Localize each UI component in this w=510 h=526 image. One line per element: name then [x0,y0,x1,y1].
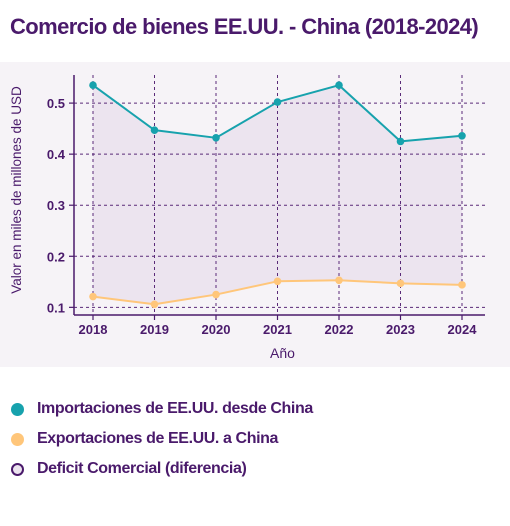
legend-label-deficit: Deficit Comercial (diferencia) [37,460,247,477]
y-tick-label: 0.2 [47,249,65,264]
x-axis-label: Año [270,345,295,361]
y-tick-label: 0.1 [47,300,65,315]
x-tick-label: 2021 [263,322,292,337]
y-axis-label: Valor en miles de millones de USD [9,86,24,294]
exports-series-point [458,281,466,289]
x-tick-label: 2022 [325,322,354,337]
chart-title: Comercio de bienes EE.UU. - China (2018-… [10,14,479,39]
imports-legend-marker [11,402,24,416]
imports-series-point [273,98,282,106]
exports-series-point [335,276,343,285]
imports-series-point [396,137,405,146]
exports-legend-marker [11,432,24,446]
deficit-legend-marker [11,462,24,476]
legend-item-deficit: Deficit Comercial (diferencia) [11,454,313,484]
line-chart: 0.1 0.2 0.3 0.4 0.5 2018 2019 2020 2021 2022 2023 2… [9,75,485,361]
x-tick-label: 2024 [448,322,478,337]
y-tick-label: 0.4 [47,147,66,162]
imports-series-point [212,134,220,142]
imports-series-point [458,131,466,140]
x-tick-label: 2023 [386,322,415,337]
legend-label-imports: Importaciones de EE.UU. desde China [37,400,313,417]
y-tick-label: 0.3 [47,198,65,213]
chart-panel: 0.1 0.2 0.3 0.4 0.5 2018 2019 2020 2021 2022 2023 2… [0,62,510,367]
exports-series-point [396,279,405,288]
exports-series-point [212,290,220,299]
exports-series-point [150,300,159,309]
imports-series-point [89,81,97,90]
legend-item-imports: Importaciones de EE.UU. desde China [11,394,313,424]
deficit-area [93,85,462,305]
legend: Importaciones de EE.UU. desde China Expo… [11,394,313,484]
x-tick-label: 2018 [79,322,108,337]
imports-series-point [150,126,159,134]
y-tick-label: 0.5 [47,96,65,111]
x-tick-label: 2020 [202,322,231,337]
legend-label-exports: Exportaciones de EE.UU. a China [37,430,278,447]
x-tick-label: 2019 [140,322,169,337]
legend-item-exports: Exportaciones de EE.UU. a China [11,424,313,454]
exports-series-point [89,292,97,301]
exports-series-point [273,277,282,286]
imports-series-point [335,81,343,90]
